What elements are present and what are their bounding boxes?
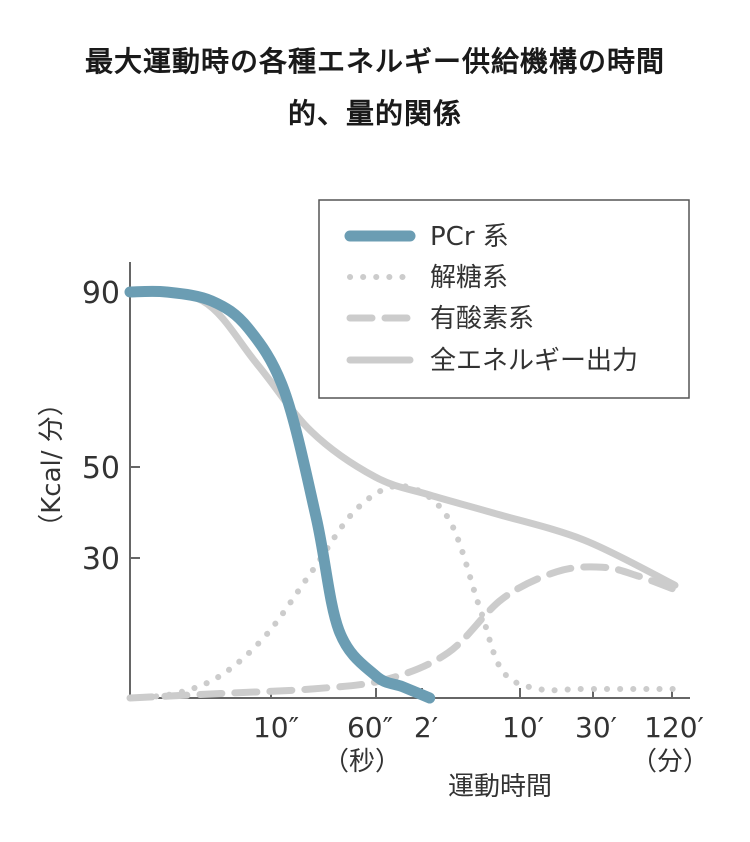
x-tick-label-10s: 10″ [253, 711, 299, 744]
x-unit-seconds: （秒） [323, 747, 401, 777]
x-unit-minutes: （分） [631, 747, 709, 777]
legend-label-pcr: PCr 系 [430, 222, 509, 252]
series-line-total-energy [126, 288, 679, 589]
y-tick-label-30: 30 [82, 542, 120, 577]
legend-box [318, 199, 690, 399]
y-axis-title: （Kcal/ 分） [37, 390, 67, 540]
chart-title-line-2: 的、量的関係 [287, 97, 462, 130]
x-tick-label-120m: 120′ [644, 711, 704, 744]
series-line-pcr [124, 285, 436, 704]
series-line-glycolysis [127, 482, 678, 701]
x-tick-label-60s: 60″ [347, 711, 393, 744]
x-tick-label-2m: 2′ [414, 711, 438, 744]
x-tick-label-10m: 10′ [502, 711, 544, 744]
chart-title-line-1: 最大運動時の各種エネルギー供給機構の時間 [84, 45, 665, 78]
y-tick-label-90: 90 [82, 276, 120, 311]
legend-label-glycolysis: 解糖系 [430, 263, 508, 293]
x-axis-title: 運動時間 [448, 772, 552, 802]
series-line-aerobic [126, 563, 679, 702]
legend-label-total: 全エネルギー出力 [430, 346, 638, 376]
legend-label-aerobic: 有酸素系 [430, 304, 534, 334]
y-tick-label-50: 50 [82, 451, 120, 486]
x-tick-label-30m: 30′ [575, 711, 617, 744]
